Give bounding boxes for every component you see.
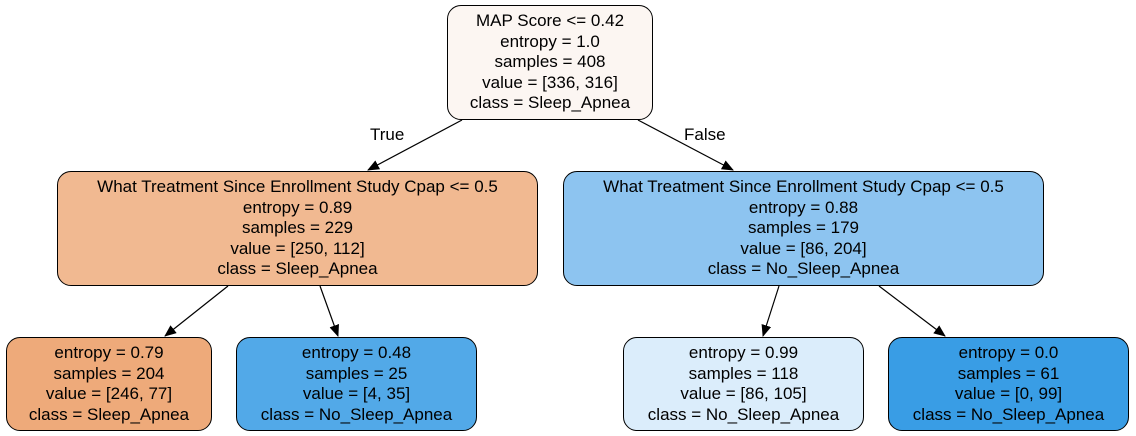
node-condition: MAP Score <= 0.42 xyxy=(475,11,625,31)
node-value: value = [250, 112] xyxy=(230,238,365,258)
node-entropy: entropy = 0.88 xyxy=(748,197,859,217)
edge-root-to-right xyxy=(637,119,734,171)
leaf-node-right-right: entropy = 0.0 samples = 61 value = [0, 9… xyxy=(888,337,1129,431)
node-samples: samples = 25 xyxy=(305,363,408,383)
edge-left-to-left-right xyxy=(319,285,339,337)
right-internal-node: What Treatment Since Enrollment Study Cp… xyxy=(563,171,1044,286)
node-samples: samples = 61 xyxy=(957,363,1060,383)
node-value: value = [4, 35] xyxy=(302,384,411,403)
node-class: class = Sleep_Apnea xyxy=(28,404,190,424)
edge-right-to-right-right xyxy=(878,285,946,337)
node-class: class = Sleep_Apnea xyxy=(469,93,631,113)
node-samples: samples = 204 xyxy=(53,363,165,383)
leaf-node-left-right: entropy = 0.48 samples = 25 value = [4, … xyxy=(236,337,477,431)
leaf-node-left-left: entropy = 0.79 samples = 204 value = [24… xyxy=(6,337,212,431)
edge-label-true: True xyxy=(370,125,405,144)
edge-root-to-left xyxy=(367,119,463,171)
node-samples: samples = 179 xyxy=(747,218,860,238)
node-entropy: entropy = 0.89 xyxy=(242,197,353,217)
node-class: class = Sleep_Apnea xyxy=(217,259,378,279)
edge-left-to-left-left xyxy=(164,285,229,337)
leaf-node-right-left: entropy = 0.99 samples = 118 value = [86… xyxy=(623,337,864,431)
node-class: class = No_Sleep_Apnea xyxy=(707,259,900,279)
node-value: value = [86, 105] xyxy=(680,384,807,403)
edge-label-false: False xyxy=(684,125,726,144)
left-internal-node: What Treatment Since Enrollment Study Cp… xyxy=(57,171,538,286)
node-entropy: entropy = 0.48 xyxy=(301,343,412,362)
node-value: value = [86, 204] xyxy=(740,238,867,258)
node-entropy: entropy = 0.79 xyxy=(54,343,164,362)
root-node: MAP Score <= 0.42 entropy = 1.0 samples … xyxy=(447,5,653,120)
node-entropy: entropy = 0.0 xyxy=(958,343,1059,362)
node-entropy: entropy = 0.99 xyxy=(688,343,799,362)
node-class: class = No_Sleep_Apnea xyxy=(912,404,1105,424)
node-condition: What Treatment Since Enrollment Study Cp… xyxy=(603,177,1004,197)
node-class: class = No_Sleep_Apnea xyxy=(260,404,453,424)
node-entropy: entropy = 1.0 xyxy=(500,31,600,51)
node-samples: samples = 408 xyxy=(494,52,606,72)
node-samples: samples = 118 xyxy=(688,363,799,383)
node-samples: samples = 229 xyxy=(241,218,354,238)
node-condition: What Treatment Since Enrollment Study Cp… xyxy=(97,177,498,197)
node-value: value = [246, 77] xyxy=(45,384,173,403)
edge-right-to-right-left xyxy=(761,285,780,337)
node-value: value = [336, 316] xyxy=(482,72,618,92)
node-class: class = No_Sleep_Apnea xyxy=(647,404,840,424)
node-value: value = [0, 99] xyxy=(954,384,1063,403)
